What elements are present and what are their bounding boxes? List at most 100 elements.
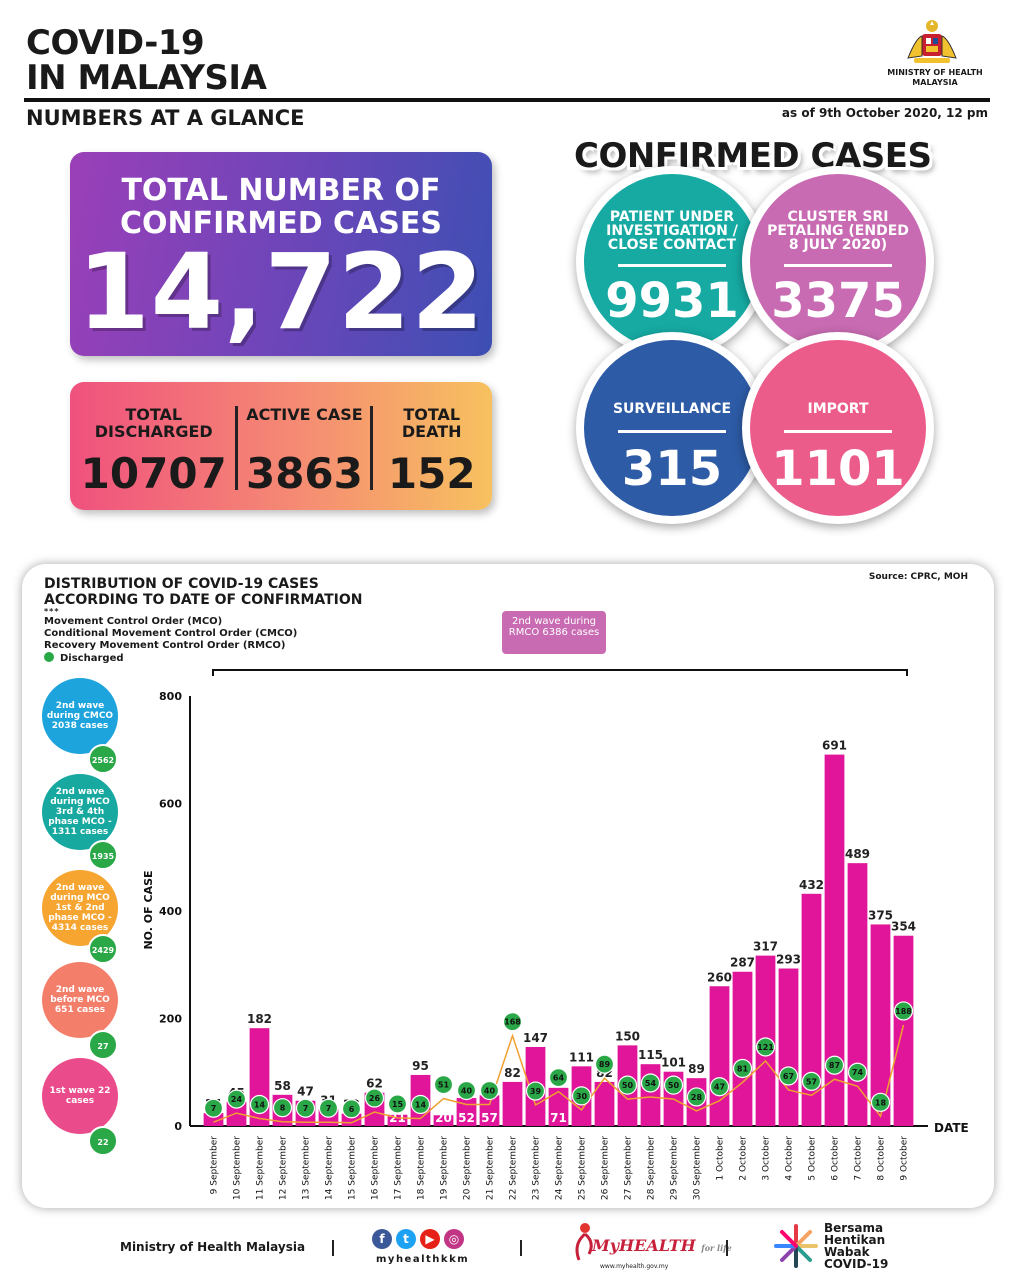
wave-badge-before-mco: 27 bbox=[88, 1030, 118, 1060]
discharged-value-label: 51 bbox=[438, 1081, 450, 1090]
page-subtitle: NUMBERS AT A GLANCE bbox=[26, 106, 305, 130]
discharged-marker bbox=[525, 1081, 546, 1101]
bar-value-label: 95 bbox=[412, 1059, 429, 1073]
wave-circle-mco-3-4: 2nd wave during MCO 3rd & 4th phase MCO … bbox=[42, 774, 118, 850]
discharged-value-label: 14 bbox=[254, 1100, 266, 1109]
death-stat: TOTAL DEATH 152 bbox=[371, 382, 492, 510]
discharged-marker bbox=[410, 1094, 431, 1115]
x-tick-label: 10 September bbox=[233, 1136, 243, 1200]
legend-dots: *** bbox=[44, 607, 60, 616]
discharged-value-label: 8 bbox=[280, 1104, 286, 1113]
stat-divider bbox=[235, 406, 239, 490]
discharged-value-label: 7 bbox=[211, 1104, 217, 1113]
x-tick-label: 13 September bbox=[302, 1136, 312, 1200]
myhealth-url[interactable]: www.myhealth.gov.my bbox=[600, 1263, 669, 1270]
discharged-marker bbox=[732, 1058, 753, 1079]
bubble-divider bbox=[784, 264, 892, 267]
discharged-marker bbox=[847, 1062, 868, 1082]
discharged-marker bbox=[341, 1099, 362, 1119]
bar-value-label: 58 bbox=[274, 1079, 291, 1093]
x-tick-label: 12 September bbox=[279, 1136, 289, 1200]
youtube-icon[interactable]: ▶ bbox=[420, 1229, 440, 1249]
as-of-date: as of 9th October 2020, 12 pm bbox=[781, 106, 988, 120]
social-handle[interactable]: myhealthkkm bbox=[376, 1254, 470, 1265]
cluster-bubble: CLUSTER SRI PETALING (ENDED 8 JULY 2020)… bbox=[742, 166, 934, 358]
x-tick-label: 21 September bbox=[486, 1136, 496, 1200]
discharged-marker bbox=[755, 1037, 776, 1057]
x-tick-label: 17 September bbox=[394, 1136, 404, 1200]
campaign-line-2: Hentikan bbox=[824, 1233, 886, 1247]
discharged-value-label: 74 bbox=[852, 1068, 864, 1077]
bar-value-label: 260 bbox=[707, 970, 732, 984]
case-bar bbox=[847, 863, 868, 1126]
discharged-value-label: 64 bbox=[553, 1074, 565, 1083]
total-confirmed-label: TOTAL NUMBER OF CONFIRMED CASES bbox=[119, 173, 443, 241]
case-bar bbox=[594, 1081, 615, 1126]
distribution-title: DISTRIBUTION OF COVID-19 CASES ACCORDING… bbox=[44, 576, 363, 608]
x-tick-label: 8 October bbox=[877, 1136, 887, 1181]
x-tick-label: 24 September bbox=[555, 1136, 565, 1200]
discharged-marker bbox=[318, 1098, 339, 1118]
pui-label: PATIENT UNDER INVESTIGATION / CLOSE CONT… bbox=[606, 209, 738, 253]
bar-value-label: 691 bbox=[822, 739, 847, 753]
discharged-marker bbox=[364, 1088, 385, 1108]
import-label: IMPORT bbox=[807, 401, 869, 417]
y-tick-label: 400 bbox=[159, 905, 182, 918]
stat-divider bbox=[370, 406, 374, 490]
active-label: ACTIVE CASE bbox=[246, 405, 363, 424]
bar-value-label: 489 bbox=[845, 847, 870, 861]
x-tick-label: 19 September bbox=[440, 1136, 450, 1200]
surveillance-value: 315 bbox=[621, 441, 723, 497]
discharged-value-label: 26 bbox=[369, 1094, 381, 1103]
discharged-value-label: 87 bbox=[829, 1061, 840, 1070]
total-confirmed-value: 14,722 bbox=[77, 231, 485, 353]
discharged-value-label: 168 bbox=[504, 1018, 521, 1027]
footer-separator bbox=[332, 1240, 334, 1256]
x-tick-label: 7 October bbox=[854, 1136, 864, 1181]
facebook-icon[interactable]: f bbox=[372, 1229, 392, 1249]
discharged-marker bbox=[801, 1071, 822, 1091]
case-bar bbox=[548, 1087, 569, 1126]
bar-value-label: 115 bbox=[638, 1048, 663, 1062]
discharged-marker bbox=[456, 1080, 477, 1101]
x-tick-label: 30 September bbox=[693, 1136, 703, 1200]
wave-badge-cmco: 2562 bbox=[88, 744, 118, 774]
discharged-value-label: 28 bbox=[691, 1093, 703, 1102]
campaign-line-4: COVID-19 bbox=[824, 1257, 889, 1271]
discharged-marker bbox=[663, 1075, 684, 1095]
x-tick-label: 2 October bbox=[739, 1136, 749, 1181]
bar-value-label: 82 bbox=[504, 1066, 521, 1080]
instagram-icon[interactable]: ◎ bbox=[444, 1229, 464, 1249]
x-tick-label: 1 October bbox=[716, 1136, 726, 1181]
discharged-value-label: 7 bbox=[326, 1104, 332, 1113]
bar-value-label: 287 bbox=[730, 956, 755, 970]
page-title: COVID-19 IN MALAYSIA bbox=[26, 26, 267, 96]
campaign-text: Bersama Hentikan Wabak COVID-19 bbox=[824, 1222, 888, 1270]
coat-of-arms-icon bbox=[907, 20, 957, 63]
x-tick-label: 18 September bbox=[417, 1136, 427, 1200]
death-label: TOTAL DEATH bbox=[401, 405, 462, 441]
legend-mco: Movement Control Order (MCO) bbox=[44, 616, 223, 627]
discharged-value-label: 7 bbox=[303, 1104, 309, 1113]
import-bubble: IMPORT 1101 bbox=[742, 332, 934, 524]
myhealth-tagline: for life bbox=[701, 1243, 732, 1253]
x-tick-label: 9 September bbox=[210, 1136, 220, 1195]
twitter-icon[interactable]: t bbox=[396, 1229, 416, 1249]
wave-badge-mco-3-4: 1935 bbox=[88, 840, 118, 870]
y-axis-label: NO. OF CASE bbox=[142, 870, 155, 949]
summary-stats-card: TOTAL DISCHARGED 10707 ACTIVE CASE 3863 … bbox=[70, 382, 492, 510]
bar-value-label: 375 bbox=[868, 908, 893, 922]
discharged-marker bbox=[778, 1066, 799, 1086]
case-bar bbox=[824, 754, 845, 1126]
discharged-value-label: 121 bbox=[757, 1043, 774, 1052]
cluster-value: 3375 bbox=[771, 273, 905, 329]
discharged-value-label: 39 bbox=[530, 1087, 542, 1096]
y-tick-label: 200 bbox=[159, 1013, 182, 1026]
wave-badge-mco-1-2: 2429 bbox=[88, 934, 118, 964]
total-confirmed-card: TOTAL NUMBER OF CONFIRMED CASES 14,722 bbox=[70, 152, 492, 356]
discharged-marker bbox=[709, 1077, 730, 1097]
discharged-value-label: 24 bbox=[231, 1095, 243, 1104]
x-tick-label: 23 September bbox=[532, 1136, 542, 1200]
source-label: Source: CPRC, MOH bbox=[868, 572, 968, 582]
discharged-label: TOTAL DISCHARGED bbox=[94, 405, 213, 441]
